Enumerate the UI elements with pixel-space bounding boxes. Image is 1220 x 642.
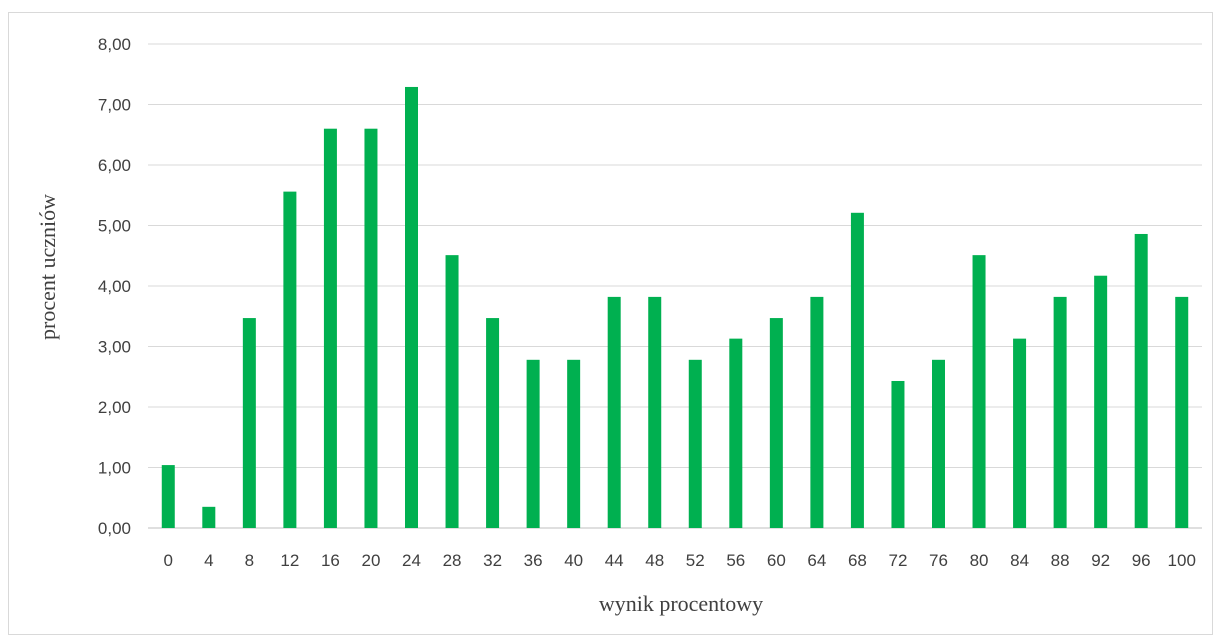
x-tick-label: 88 (1051, 551, 1070, 570)
x-tick-label: 0 (164, 551, 173, 570)
x-tick-label: 44 (605, 551, 624, 570)
y-tick-label: 1,00 (98, 459, 131, 478)
y-tick-label: 2,00 (98, 398, 131, 417)
y-tick-label: 7,00 (98, 96, 131, 115)
bar (445, 255, 459, 528)
x-tick-label: 100 (1168, 551, 1196, 570)
bar (850, 212, 864, 529)
bar (364, 128, 378, 528)
x-tick-label: 20 (362, 551, 381, 570)
x-axis-ticks: 0 4 8 12 16 20 24 28 32 36 40 44 48 52 56 60 64 68 72 76 80 8… (164, 551, 1196, 570)
bar (607, 296, 621, 528)
bar (283, 191, 297, 528)
x-tick-label: 64 (807, 551, 826, 570)
y-tick-label: 0,00 (98, 519, 131, 538)
bar (567, 359, 581, 528)
x-tick-label: 84 (1010, 551, 1029, 570)
x-tick-label: 52 (686, 551, 705, 570)
bar (486, 318, 500, 528)
x-tick-label: 60 (767, 551, 786, 570)
y-tick-label: 6,00 (98, 156, 131, 175)
bar (972, 255, 986, 528)
x-tick-label: 56 (726, 551, 745, 570)
bar (1094, 275, 1108, 528)
x-tick-label: 4 (204, 551, 213, 570)
bar (161, 465, 175, 528)
x-tick-label: 16 (321, 551, 340, 570)
bars (161, 86, 1189, 529)
bar (688, 359, 702, 528)
bar (202, 506, 216, 528)
bar (1013, 338, 1027, 528)
y-tick-label: 4,00 (98, 277, 131, 296)
x-tick-label: 40 (564, 551, 583, 570)
x-axis-title: wynik procentowy (599, 591, 763, 616)
y-tick-label: 8,00 (98, 35, 131, 54)
bar (648, 296, 662, 528)
bar (1175, 296, 1189, 528)
y-tick-label: 5,00 (98, 217, 131, 236)
y-axis-ticks: 0,00 1,00 2,00 3,00 4,00 5,00 6,00 7,00 8,00 (98, 35, 131, 538)
bar (932, 359, 945, 528)
x-tick-label: 72 (889, 551, 908, 570)
bar (810, 296, 824, 528)
x-tick-label: 8 (245, 551, 254, 570)
x-tick-label: 24 (402, 551, 421, 570)
bar (242, 318, 256, 528)
x-tick-label: 96 (1132, 551, 1151, 570)
bar (769, 318, 783, 528)
y-tick-label: 3,00 (98, 338, 131, 357)
x-tick-label: 32 (483, 551, 502, 570)
bar (405, 86, 418, 528)
bar (1134, 233, 1148, 528)
x-tick-label: 76 (929, 551, 948, 570)
bar (323, 128, 337, 528)
bar (729, 338, 743, 528)
x-tick-label: 80 (970, 551, 989, 570)
bar (891, 380, 905, 528)
x-tick-label: 36 (524, 551, 543, 570)
x-tick-label: 12 (280, 551, 299, 570)
bar (1053, 296, 1067, 528)
bar (526, 359, 540, 528)
y-axis-title: procent uczniów (35, 194, 60, 340)
gridlines (148, 43, 1202, 529)
x-tick-label: 28 (443, 551, 462, 570)
x-tick-label: 92 (1091, 551, 1110, 570)
x-tick-label: 68 (848, 551, 867, 570)
x-tick-label: 48 (645, 551, 664, 570)
